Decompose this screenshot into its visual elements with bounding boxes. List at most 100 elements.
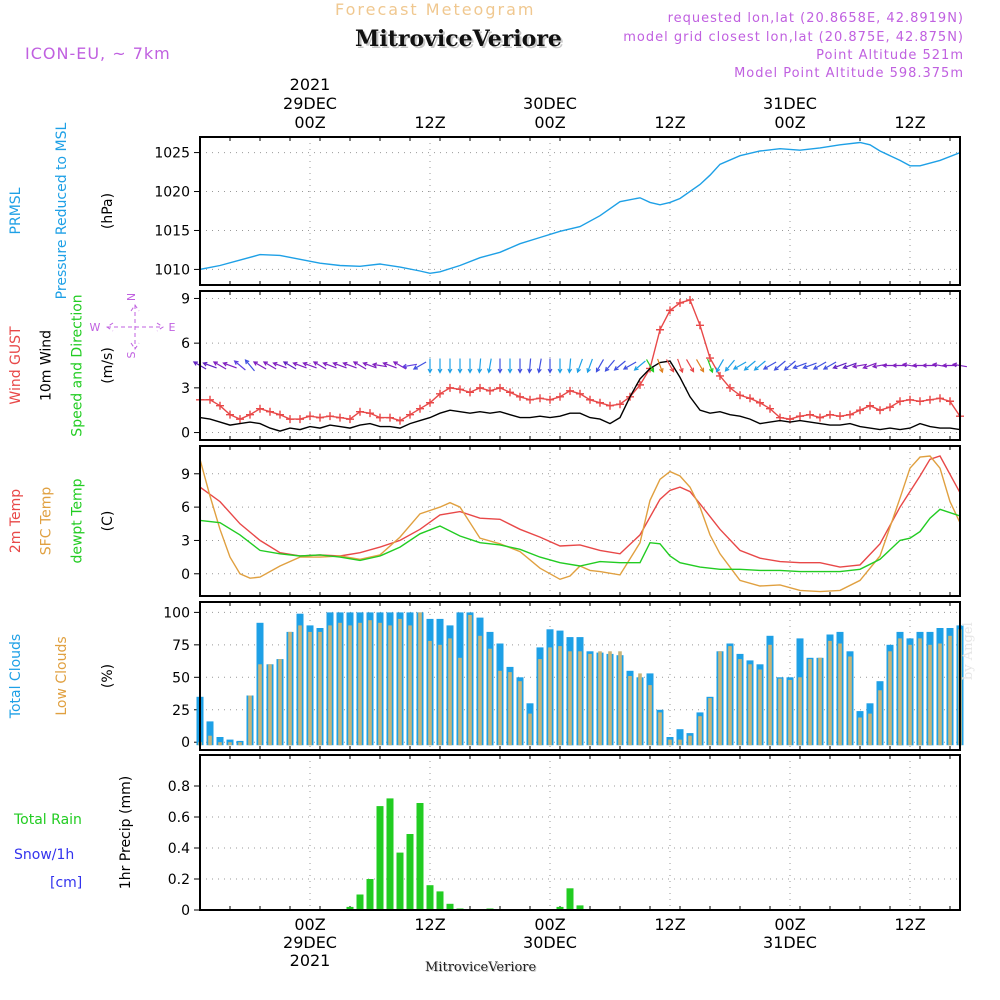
low-cloud-bar <box>478 635 482 746</box>
low-cloud-bar <box>868 713 872 746</box>
time-label-bottom: 29DEC <box>283 933 337 952</box>
rain-bar <box>386 798 394 910</box>
wind-direction-arrow <box>862 362 877 370</box>
low-cloud-bar <box>228 742 232 746</box>
y-tick-label: 1015 <box>154 223 190 239</box>
gust-point <box>556 392 564 401</box>
gust-point <box>516 392 524 401</box>
gust-point <box>826 410 834 419</box>
gust-point <box>856 406 864 415</box>
series-10m-wind <box>200 360 960 432</box>
time-label-bottom: 00Z <box>294 915 325 934</box>
axis-label: PRMSL <box>8 187 24 234</box>
low-cloud-bar <box>428 640 432 746</box>
low-cloud-bar <box>618 651 622 746</box>
gust-point <box>436 389 444 398</box>
low-cloud-bar <box>938 643 942 746</box>
low-cloud-bar <box>738 659 742 746</box>
wind-direction-arrow <box>707 358 714 374</box>
low-cloud-bar <box>508 672 512 746</box>
panel-2: 0 3 6 9 Wind GUST 10m Wind Speed and Direction… <box>8 290 968 442</box>
compass-east: E <box>169 321 176 334</box>
axis-label: Pressure Reduced to MSL <box>54 122 70 299</box>
gust-point <box>596 398 604 407</box>
gust-point <box>416 404 424 413</box>
wind-direction-arrow <box>312 361 327 370</box>
gust-point <box>896 397 904 406</box>
low-cloud-bar <box>668 739 672 746</box>
wind-direction-arrow <box>202 361 217 369</box>
low-cloud-bar <box>928 644 932 746</box>
low-cloud-bar <box>548 647 552 746</box>
rain-bar <box>566 888 574 910</box>
low-cloud-bar <box>368 620 372 746</box>
low-cloud-bar <box>338 622 342 746</box>
gust-point <box>736 391 744 400</box>
wind-direction-arrow <box>762 361 777 370</box>
low-cloud-bar <box>258 664 262 746</box>
panel-5: 0 0.2 0.4 0.6 0.8 1hr Precip (mm) <box>118 754 961 919</box>
rain-bar <box>446 903 454 910</box>
gust-point <box>366 409 374 418</box>
signature: by Angel <box>961 622 976 680</box>
closest-coords: model grid closest lon,lat (20.875E, 42.… <box>623 30 964 45</box>
requested-coords: requested lon,lat (20.8658E, 42.8919N) <box>667 11 964 26</box>
gust-point <box>386 413 394 422</box>
gust-point <box>756 398 764 407</box>
gust-point <box>536 394 544 403</box>
y-tick-label: 0 <box>181 567 190 583</box>
low-cloud-bar <box>318 631 322 746</box>
wind-direction-arrow <box>427 358 433 374</box>
wind-direction-arrow <box>486 358 492 374</box>
wind-direction-arrow <box>567 358 573 374</box>
time-label-bottom: 12Z <box>414 915 445 934</box>
axis-label: 1hr Precip (mm) <box>118 776 134 889</box>
low-cloud-bar <box>898 638 902 746</box>
wind-direction-arrow <box>665 359 675 373</box>
wind-direction-arrow <box>832 362 847 370</box>
gust-point <box>806 410 814 419</box>
gust-point <box>846 410 854 419</box>
time-label-top: 2021 <box>290 75 331 94</box>
gust-point <box>606 401 614 410</box>
gust-point <box>866 401 874 410</box>
low-cloud-bar <box>878 690 882 746</box>
gust-point <box>886 403 894 412</box>
gust-point <box>686 295 694 304</box>
axis-label: (%) <box>100 664 116 688</box>
low-cloud-bar <box>778 678 782 746</box>
low-cloud-bar <box>558 646 562 746</box>
low-cloud-bar <box>908 644 912 746</box>
wind-direction-arrow <box>604 359 615 372</box>
wind-direction-arrow <box>467 358 473 374</box>
panel-frame <box>199 445 961 597</box>
compass-south: S <box>125 351 138 358</box>
gust-point <box>676 298 684 307</box>
y-tick-label: 0 <box>181 735 190 751</box>
location-title: MitroviceVeriore <box>355 26 562 52</box>
time-label-bottom: 00Z <box>534 915 565 934</box>
axis-label: (hPa) <box>100 193 116 229</box>
wind-direction-arrow <box>272 361 287 369</box>
axis-label: SFC Temp <box>39 487 55 556</box>
y-tick-label: 1025 <box>154 146 190 162</box>
gust-point <box>296 415 304 424</box>
wind-direction-arrow <box>586 358 593 374</box>
gust-point <box>746 394 754 403</box>
compass-north: N <box>125 293 138 301</box>
wind-direction-arrow <box>222 361 237 369</box>
rain-bar <box>396 852 404 910</box>
wind-direction-arrow <box>802 362 817 370</box>
panel-frame <box>199 290 961 441</box>
low-cloud-bar <box>408 625 412 746</box>
wind-direction-arrow <box>536 358 542 374</box>
y-tick-label: 6 <box>181 336 190 352</box>
gust-point <box>336 413 344 422</box>
wind-direction-arrow <box>576 358 583 374</box>
low-cloud-bar <box>498 670 502 746</box>
wind-direction-arrow <box>332 361 347 369</box>
subtitle: Forecast Meteogram <box>335 0 536 19</box>
axis-label: 2m Temp <box>8 489 24 553</box>
low-cloud-bar <box>708 698 712 746</box>
rain-bar <box>376 806 384 910</box>
